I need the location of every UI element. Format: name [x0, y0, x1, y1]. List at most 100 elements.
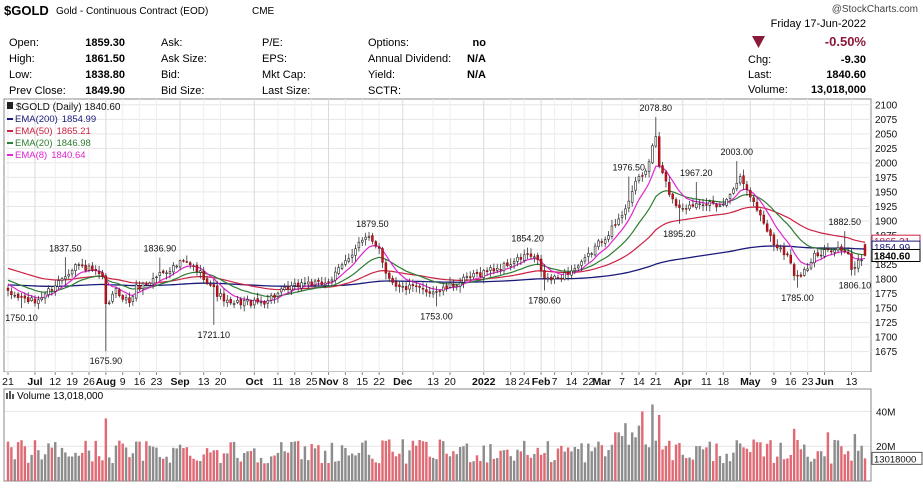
candle-body [77, 264, 81, 266]
candle [74, 263, 77, 277]
y-tick-label: 1675 [875, 347, 898, 358]
volume-bar [516, 449, 519, 481]
volume-bar [624, 423, 627, 481]
candle [455, 283, 458, 291]
candle-body [259, 301, 263, 304]
candle [226, 295, 229, 307]
volume-bar [853, 434, 857, 481]
candle-body [492, 268, 496, 272]
volume-bar [803, 444, 806, 481]
volume-bar [57, 456, 60, 481]
volume-bar [401, 439, 404, 481]
volume-bar [590, 451, 593, 481]
candle [43, 292, 47, 304]
candle [546, 272, 550, 283]
volume-bar [745, 448, 749, 481]
candle-body [657, 136, 661, 167]
candle-body [239, 299, 243, 306]
volume-bar [485, 462, 489, 481]
candle [175, 264, 178, 269]
candle-body [526, 253, 529, 255]
volume-bar [165, 456, 168, 481]
candle-body [81, 264, 84, 267]
candle [313, 278, 317, 288]
candle-body [475, 271, 479, 274]
candle [681, 203, 685, 212]
volume-bar [188, 455, 192, 481]
candle-body [121, 295, 124, 300]
x-tick-label: Jun [815, 376, 834, 388]
candle [178, 259, 182, 271]
candle [145, 281, 148, 286]
x-tick-label: 20 [444, 376, 456, 388]
volume-bar [806, 456, 809, 481]
volume-bar [526, 454, 529, 481]
volume-bar [529, 457, 533, 481]
volume-bar [40, 459, 43, 481]
candle-body [394, 281, 398, 287]
candle [664, 170, 668, 188]
candle [630, 185, 634, 207]
candle [158, 257, 162, 282]
candle-body [151, 278, 155, 285]
volume-bar [23, 446, 27, 481]
quote-label: Annual Dividend: [368, 53, 451, 65]
volume-bar [560, 445, 563, 481]
volume-bar [597, 441, 600, 481]
candle [722, 197, 725, 207]
candle-body [84, 264, 87, 271]
volume-bar [232, 441, 236, 481]
candle [16, 292, 20, 301]
candle [782, 242, 786, 260]
candle [566, 266, 570, 281]
price-annotation: 1837.50 [49, 243, 82, 253]
candle [593, 242, 597, 257]
volume-bar [695, 446, 698, 481]
candle-body [350, 254, 354, 258]
candle [148, 281, 151, 287]
volume-bar [367, 454, 371, 481]
candle [428, 286, 431, 298]
candle [23, 292, 27, 304]
candle-body [448, 282, 452, 288]
volume-bar [175, 448, 178, 481]
price-badge-label: 1854.99 [874, 243, 911, 254]
candle [10, 287, 13, 300]
volume-bar [121, 443, 124, 481]
quote-label: Prev Close: [9, 85, 66, 97]
quote-value: N/A [467, 53, 486, 65]
candle-body [367, 236, 371, 238]
candle [496, 263, 499, 274]
down-arrow-icon [752, 36, 765, 48]
volume-bar [84, 440, 87, 481]
x-tick-label: 2022 [472, 376, 496, 388]
candle [634, 176, 637, 195]
quote-label: Options: [368, 37, 409, 49]
candle-body [566, 272, 570, 275]
candle-body [134, 284, 138, 299]
candle-body [114, 288, 118, 294]
volume-bar [394, 456, 398, 481]
candle-body [853, 267, 857, 269]
candle [776, 239, 779, 251]
candle-body [438, 290, 442, 292]
candle-body [684, 208, 688, 210]
volume-bar [259, 457, 263, 481]
volume-bar [826, 432, 830, 481]
candle [192, 263, 195, 271]
candle [772, 232, 776, 252]
candle [452, 279, 455, 292]
candle-body [819, 254, 823, 257]
candle-body [536, 255, 539, 260]
candle [57, 275, 60, 290]
candle [398, 280, 401, 293]
candle [489, 264, 492, 277]
volume-y-axis: 20M 40M 13018000 [871, 407, 923, 465]
volume-bar [296, 441, 300, 481]
candle [151, 272, 155, 289]
candle [840, 244, 843, 256]
candle [529, 248, 533, 260]
volume-bar [863, 458, 867, 481]
candle-body [158, 272, 162, 276]
